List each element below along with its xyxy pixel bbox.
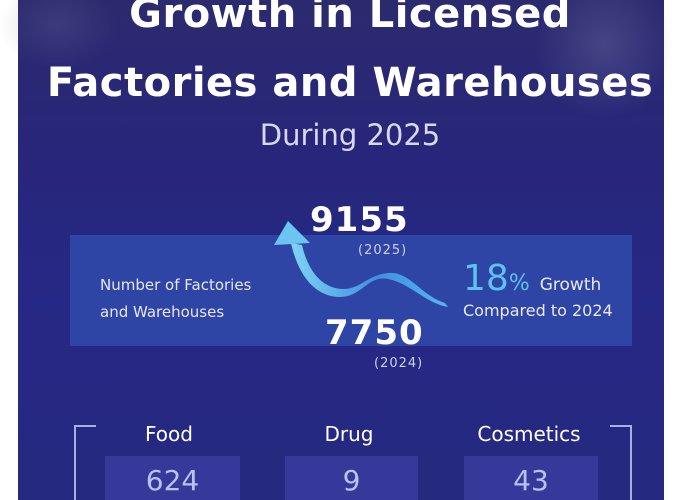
- metric-label: Number of Factories and Warehouses: [100, 272, 290, 326]
- growth-word: Growth: [539, 275, 602, 295]
- category-value-food: 624: [105, 456, 240, 500]
- page-title-line-1: Growth in Licensed: [129, 0, 571, 37]
- previous-year: (2024): [374, 356, 424, 371]
- bracket-right: [610, 425, 632, 500]
- growth-percent: 18: [463, 258, 509, 299]
- category-value-drug: 9: [285, 456, 418, 500]
- previous-value: 7750: [325, 313, 424, 353]
- growth-comparison: Compared to 2024: [463, 301, 613, 320]
- growth-percent-sign: %: [508, 271, 530, 296]
- bracket-left: [74, 425, 96, 500]
- arrow-head: [274, 221, 310, 245]
- category-label-cosmetics: Cosmetics: [477, 422, 581, 446]
- page-subtitle: During 2025: [259, 118, 441, 152]
- metric-label-line-2: and Warehouses: [100, 303, 225, 321]
- page-title-line-2: Factories and Warehouses: [46, 60, 654, 106]
- category-label-drug: Drug: [324, 422, 374, 446]
- background-photo-blur-right: [534, 0, 674, 120]
- metric-label-line-1: Number of Factories: [100, 276, 252, 294]
- background-photo-blur-left: [0, 0, 118, 70]
- current-value: 9155: [310, 200, 409, 240]
- arrow-body: [291, 243, 448, 307]
- growth-stat: 18% Growth: [463, 258, 601, 299]
- category-value-cosmetics: 43: [464, 456, 598, 500]
- current-year: (2025): [358, 243, 408, 258]
- curved-up-arrow-icon: [274, 221, 448, 307]
- category-label-food: Food: [145, 422, 193, 446]
